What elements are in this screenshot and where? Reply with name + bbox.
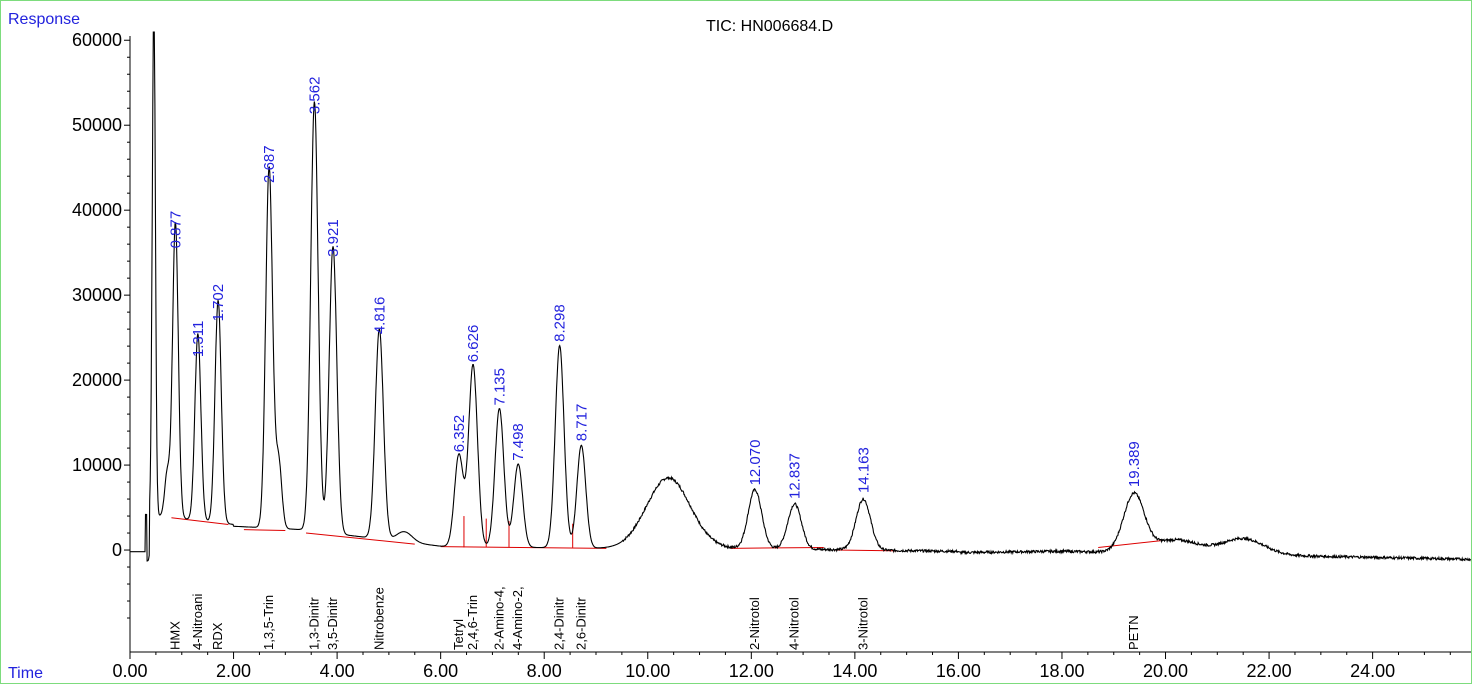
baseline-segment-5: [834, 549, 897, 552]
peak-rt-label-10: 7.498: [510, 423, 527, 461]
peak-compound-label-6: Nitrobenze: [371, 587, 386, 650]
y-ticks: 0 10000 20000 30000 40000 50000 60000: [72, 30, 130, 619]
peak-rt-label-3: 2.687: [261, 145, 278, 183]
baseline-segment-1: [243, 529, 286, 531]
x-tick-label-9: 18.00: [1039, 661, 1084, 681]
peak-rt-label-6: 4.816: [371, 297, 388, 335]
x-tick-label-1: 2.00: [216, 661, 251, 681]
peak-rt-label-15: 14.163: [855, 447, 872, 493]
peak-rt-label-8: 6.626: [465, 325, 482, 363]
y-tick-label-1: 10000: [72, 455, 122, 475]
x-tick-label-8: 16.00: [936, 661, 981, 681]
peak-compound-label-15: 3-Nitrotol: [855, 597, 870, 650]
baseline-segment-6: [1098, 540, 1161, 548]
peak-compound-label-0: HMX: [167, 621, 182, 650]
peak-compound-label-7: Tetryl: [451, 619, 466, 650]
peak-annotations: 0.877 HMX 1.311 4-Nitroani 1.702 RDX 2.687 1,3,…: [167, 77, 1142, 650]
peak-compound-label-4: 1,3-Dinitr: [306, 597, 321, 650]
x-tick-label-0: 0.00: [112, 661, 147, 681]
peak-compound-label-16: PETN: [1126, 615, 1141, 650]
peak-rt-label-0: 0.877: [167, 211, 184, 249]
x-tick-label-4: 8.00: [527, 661, 562, 681]
y-tick-label-0: 0: [112, 540, 122, 560]
peak-compound-label-10: 4-Amino-2,: [510, 586, 525, 650]
peak-compound-label-1: 4-Nitroani: [190, 594, 205, 650]
y-tick-label-6: 60000: [72, 30, 122, 50]
y-tick-label-5: 50000: [72, 115, 122, 135]
peak-compound-label-8: 2,4,6-Trin: [465, 595, 480, 650]
peak-compound-label-11: 2,4-Dinitr: [552, 597, 567, 650]
integration-baselines: [171, 516, 1161, 552]
peak-compound-label-3: 1,3,5-Trin: [261, 595, 276, 650]
peak-rt-label-13: 12.070: [747, 440, 764, 486]
peak-rt-label-1: 1.311: [190, 321, 207, 357]
x-tick-label-12: 24.00: [1350, 661, 1395, 681]
x-tick-label-11: 22.00: [1247, 661, 1292, 681]
baseline-segment-2: [305, 532, 415, 545]
peak-rt-label-7: 6.352: [451, 415, 468, 453]
x-ticks: 0.00 2.00 4.00 6.00 8.00 10.00 12.00 14.00 16.00…: [112, 652, 1451, 681]
x-tick-label-10: 20.00: [1143, 661, 1188, 681]
peak-compound-label-9: 2-Amino-4,: [491, 586, 506, 650]
x-tick-label-2: 4.00: [320, 661, 355, 681]
peak-rt-label-12: 8.717: [573, 404, 590, 442]
peak-compound-label-14: 4-Nitrotol: [787, 597, 802, 650]
peak-rt-label-2: 1.702: [210, 284, 227, 322]
y-tick-label-3: 30000: [72, 285, 122, 305]
peak-rt-label-11: 8.298: [552, 304, 569, 342]
peak-rt-label-4: 3.562: [306, 77, 323, 115]
x-tick-label-6: 12.00: [729, 661, 774, 681]
y-axis-label: Response: [8, 11, 80, 28]
tic-trace: [130, 31, 1472, 562]
x-axis-label: Time: [8, 665, 43, 682]
y-tick-label-2: 20000: [72, 370, 122, 390]
baseline-segment-3: [440, 546, 607, 549]
peak-rt-label-14: 12.837: [787, 453, 804, 499]
chart-title: TIC: HN006684.D: [706, 18, 833, 35]
peak-compound-label-13: 2-Nitrotol: [747, 597, 762, 650]
x-tick-label-5: 10.00: [625, 661, 670, 681]
baseline-segment-0: [171, 517, 229, 526]
peak-compound-label-2: RDX: [210, 622, 225, 650]
peak-rt-label-9: 7.135: [491, 368, 508, 406]
x-tick-label-7: 14.00: [832, 661, 877, 681]
peak-compound-label-12: 2,6-Dinitr: [573, 597, 588, 650]
peak-rt-label-16: 19.389: [1126, 441, 1143, 487]
peak-rt-label-5: 3.921: [325, 219, 342, 257]
peak-compound-label-5: 3,5-Dinitr: [325, 597, 340, 650]
x-tick-label-3: 6.00: [423, 661, 458, 681]
y-tick-label-4: 40000: [72, 200, 122, 220]
